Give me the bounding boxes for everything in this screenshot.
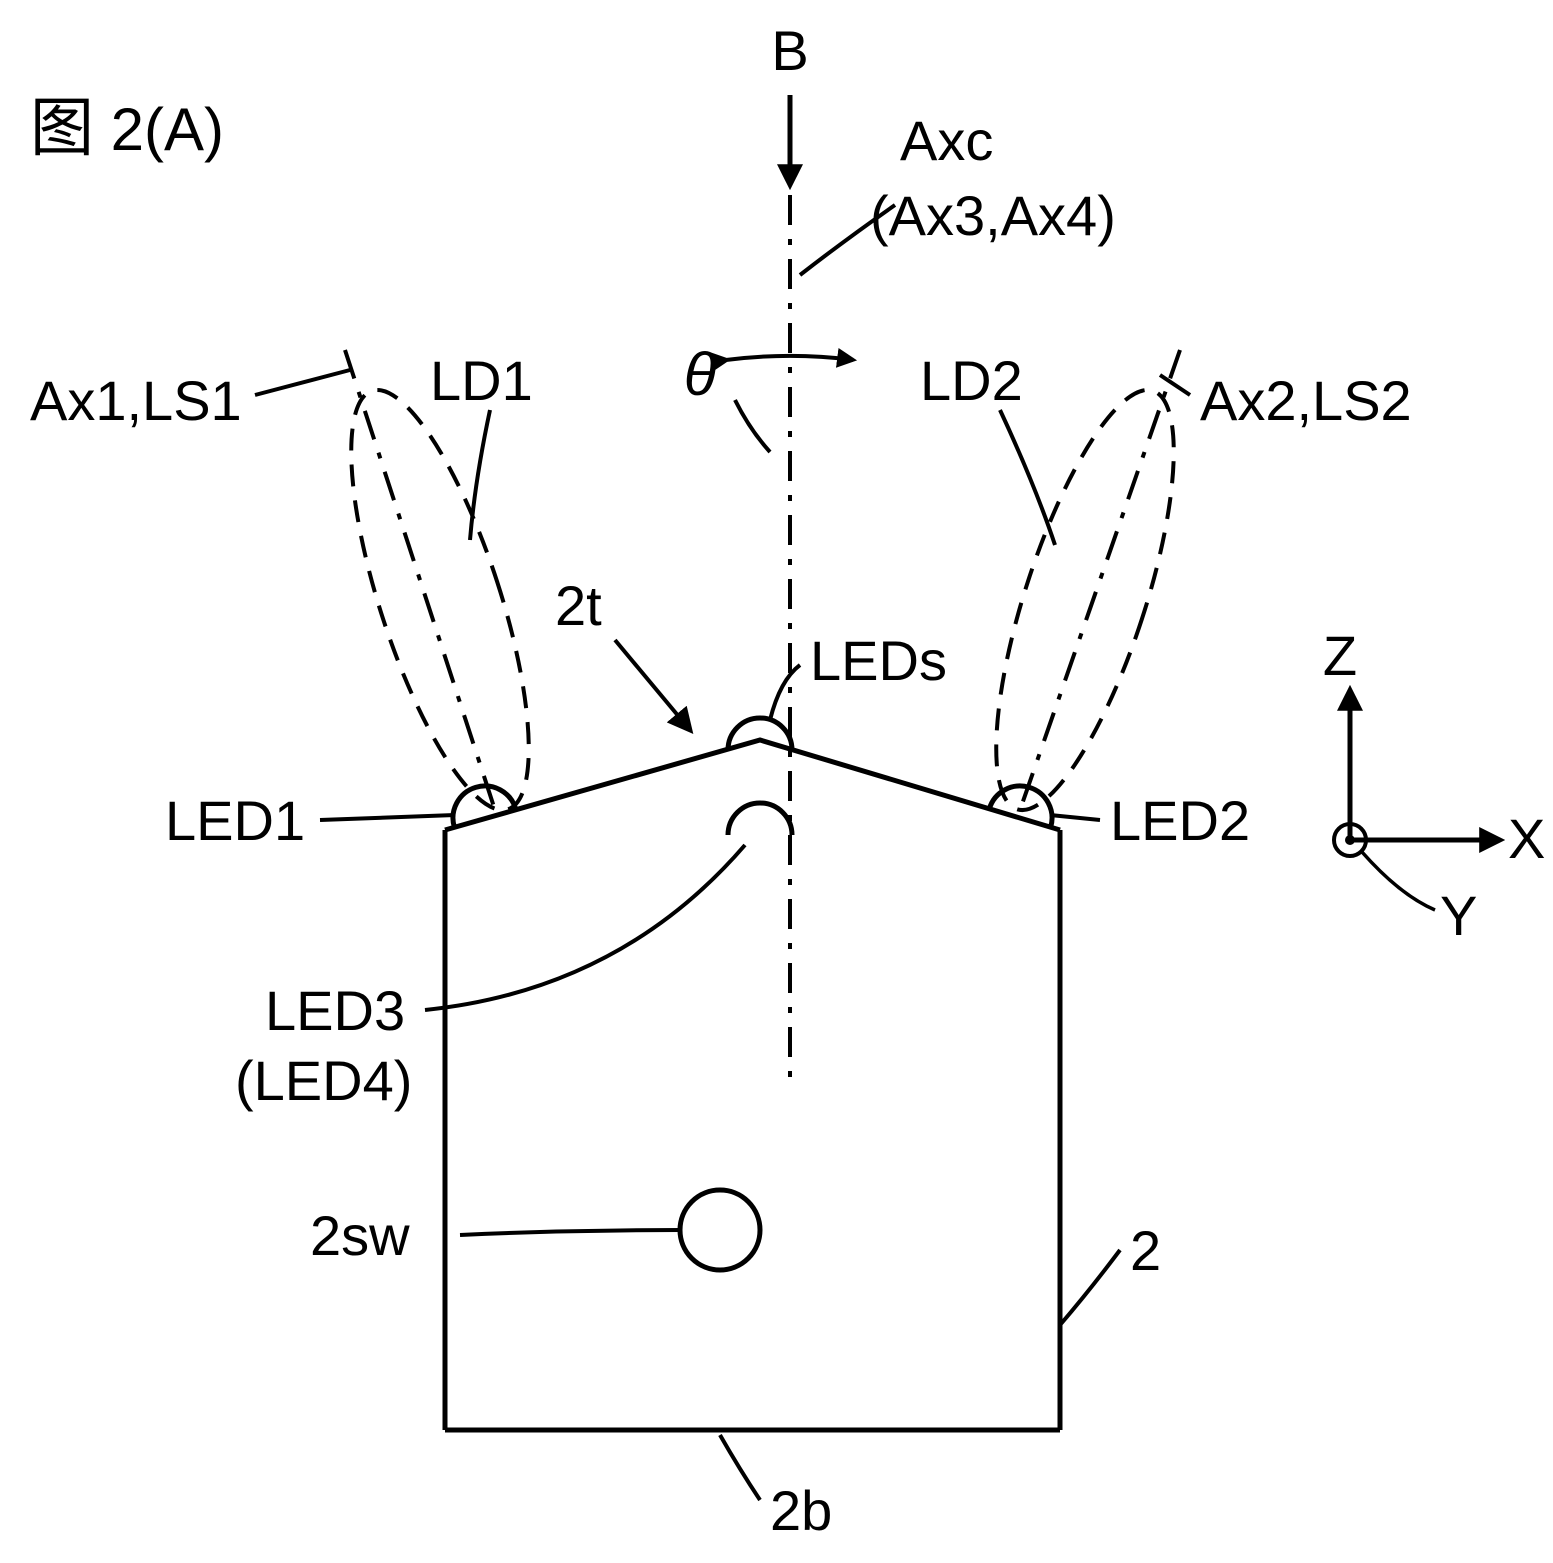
- label-Ax2LS2: Ax2,LS2: [1200, 369, 1412, 432]
- leader-LED2: [1050, 815, 1100, 820]
- leader-two_t: [615, 640, 690, 730]
- label-LD1: LD1: [430, 349, 533, 412]
- axis-y-dot: [1345, 835, 1355, 845]
- figure-title: 图 2(A): [30, 92, 224, 164]
- lobe-right: [960, 372, 1210, 828]
- label-LEDs: LEDs: [810, 629, 947, 692]
- axis-x-label: X: [1508, 807, 1545, 870]
- leader-Ax1: [255, 370, 350, 395]
- leader-theta: [735, 400, 770, 452]
- label-two: 2: [1130, 1219, 1161, 1282]
- label-LED4: (LED4): [235, 1049, 412, 1112]
- leader-two_b: [720, 1435, 760, 1500]
- leader-LED3: [425, 845, 745, 1010]
- label-LED2: LED2: [1110, 789, 1250, 852]
- label-Ax1LS1: Ax1,LS1: [30, 369, 242, 432]
- leader-LED1: [320, 815, 455, 820]
- label-b: B: [771, 19, 808, 82]
- theta-arc: [727, 356, 853, 360]
- led-dome-lower: [728, 803, 792, 835]
- label-two_sw: 2sw: [310, 1204, 410, 1267]
- label-theta: θ: [684, 341, 717, 408]
- label-Ax34: (Ax3,Ax4): [870, 184, 1116, 247]
- lobe-left: [315, 372, 565, 828]
- switch-circle: [680, 1190, 760, 1270]
- label-two_t: 2t: [555, 574, 602, 637]
- leader-two: [1060, 1250, 1120, 1325]
- leader-LD1: [470, 410, 490, 540]
- leader-two_sw: [460, 1230, 680, 1235]
- label-LED3: LED3: [265, 979, 405, 1042]
- leader-LD2: [1000, 410, 1055, 545]
- axis-y-leader: [1362, 852, 1435, 910]
- label-LD2: LD2: [920, 349, 1023, 412]
- side-axis-right: [1020, 350, 1180, 810]
- label-Axc: Axc: [900, 109, 993, 172]
- axis-y-label: Y: [1440, 884, 1477, 947]
- housing-roof: [445, 740, 1060, 830]
- axis-z-label: Z: [1323, 624, 1357, 687]
- label-LED1: LED1: [165, 789, 305, 852]
- label-two_b: 2b: [770, 1479, 832, 1542]
- leader-LEDs: [770, 665, 800, 720]
